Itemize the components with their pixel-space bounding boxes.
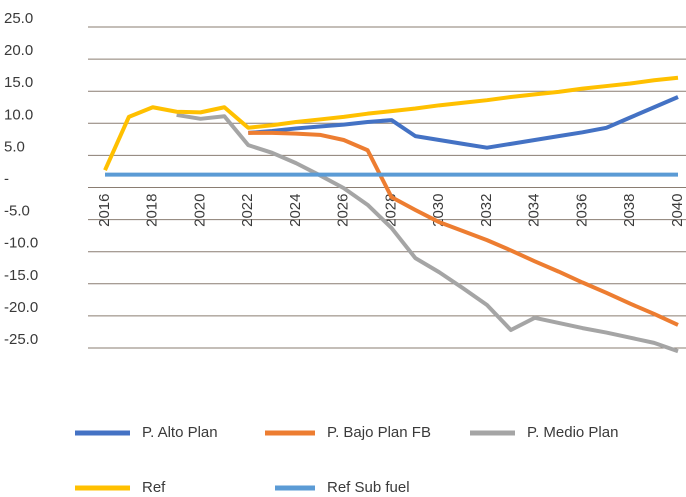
x-tick-label: 2032 [478, 194, 495, 227]
x-tick-label: 2020 [191, 194, 208, 227]
legend-label: P. Bajo Plan FB [327, 424, 431, 441]
x-tick-label: 2028 [382, 194, 399, 227]
y-tick-label: 10.0 [4, 106, 33, 123]
y-tick-label: -25.0 [4, 331, 38, 348]
series-line [103, 75, 679, 171]
y-tick-label: -5.0 [4, 203, 30, 220]
y-tick-label: 5.0 [4, 138, 25, 155]
series-line [248, 130, 679, 327]
series-line [176, 112, 679, 354]
legend-label: Ref [142, 479, 166, 496]
y-tick-label: 25.0 [4, 10, 33, 27]
x-tick-label: 2026 [335, 194, 352, 227]
legend-label: P. Medio Plan [527, 424, 618, 441]
x-tick-label: 2024 [287, 194, 304, 227]
y-tick-label: 15.0 [4, 74, 33, 91]
y-tick-label: -20.0 [4, 299, 38, 316]
y-tick-label: - [4, 170, 9, 187]
legend-label: Ref Sub fuel [327, 479, 410, 496]
x-tick-label: 2038 [621, 194, 638, 227]
x-tick-label: 2040 [669, 194, 686, 227]
x-tick-label: 2018 [144, 194, 161, 227]
y-tick-label: 20.0 [4, 42, 33, 59]
y-tick-label: -10.0 [4, 235, 38, 252]
legend-label: P. Alto Plan [142, 424, 218, 441]
series-line [248, 95, 679, 150]
x-tick-label: 2034 [526, 194, 543, 227]
x-tick-label: 2036 [573, 194, 590, 227]
x-tick-label: 2016 [96, 194, 113, 227]
x-tick-label: 2022 [239, 194, 256, 227]
y-tick-label: -15.0 [4, 267, 38, 284]
